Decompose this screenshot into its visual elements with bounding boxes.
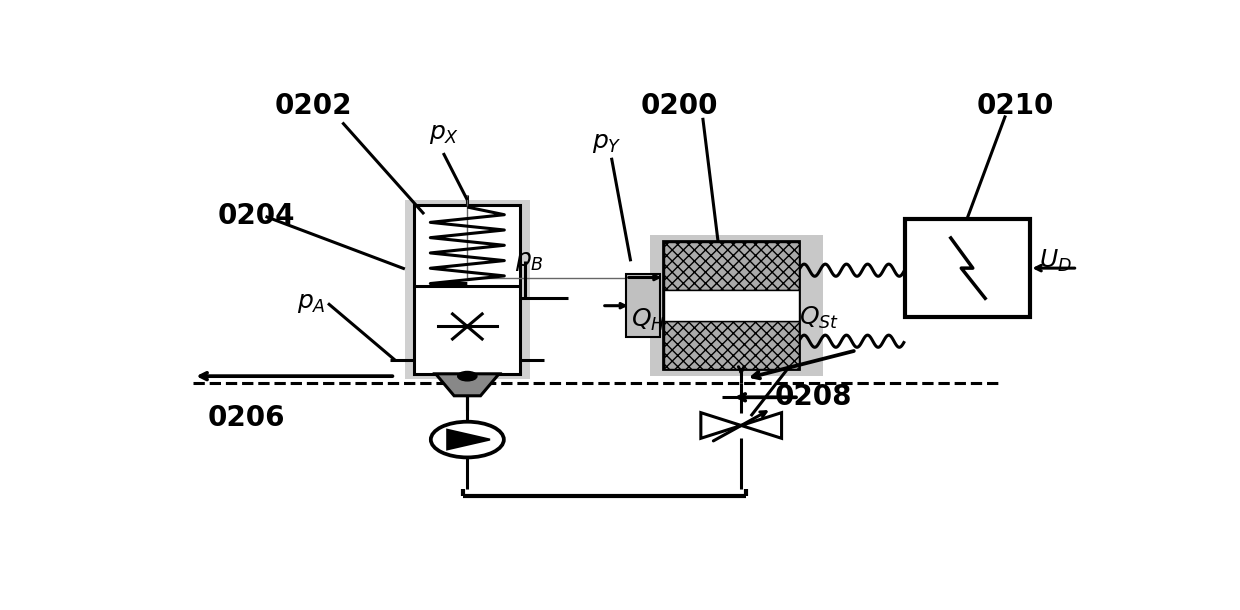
Text: $p_B$: $p_B$ xyxy=(516,249,544,273)
Text: $p_Y$: $p_Y$ xyxy=(593,131,622,156)
Text: $p_X$: $p_X$ xyxy=(429,122,459,146)
Bar xyxy=(404,200,529,378)
Bar xyxy=(665,290,799,321)
Text: 0210: 0210 xyxy=(977,92,1054,120)
Text: $U_D$: $U_D$ xyxy=(1039,248,1073,274)
Text: $Q_{St}$: $Q_{St}$ xyxy=(799,304,839,331)
Text: $p_A$: $p_A$ xyxy=(298,292,326,315)
Polygon shape xyxy=(701,412,742,439)
Bar xyxy=(665,321,799,369)
Text: 0200: 0200 xyxy=(640,92,718,120)
Polygon shape xyxy=(435,374,498,396)
Bar xyxy=(665,242,799,290)
Bar xyxy=(665,242,799,369)
Text: 0202: 0202 xyxy=(275,92,352,120)
Bar xyxy=(626,274,660,337)
Bar xyxy=(414,205,521,374)
Circle shape xyxy=(458,371,477,381)
Polygon shape xyxy=(742,412,781,439)
Text: $Q_H$: $Q_H$ xyxy=(631,307,665,333)
Text: 0208: 0208 xyxy=(775,383,852,411)
Text: 0204: 0204 xyxy=(217,203,295,231)
Bar xyxy=(905,219,1029,317)
Bar xyxy=(650,235,823,376)
Polygon shape xyxy=(448,430,490,450)
Text: 0206: 0206 xyxy=(208,404,285,432)
